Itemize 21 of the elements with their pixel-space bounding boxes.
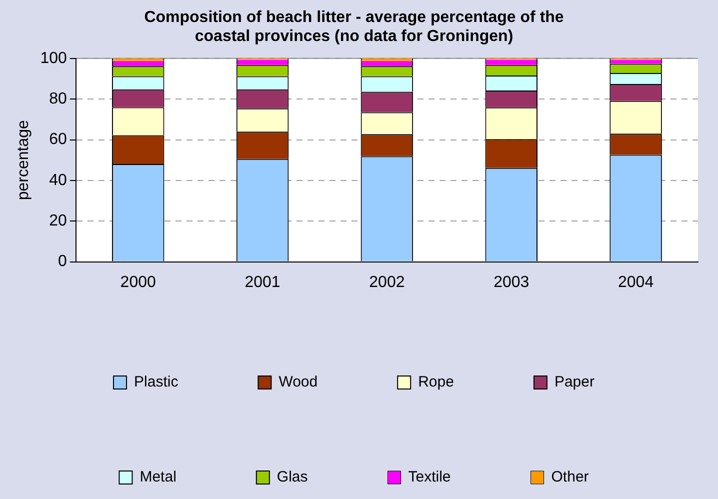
y-axis-title: percentage <box>15 120 32 200</box>
legend-label: Plastic <box>134 374 179 391</box>
y-tick-label: 80 <box>49 90 67 108</box>
x-tick-label: 2001 <box>244 274 280 291</box>
x-tick-label: 2002 <box>369 274 405 291</box>
y-tick-label: 40 <box>49 172 67 189</box>
legend-label: Paper <box>554 374 594 391</box>
x-tick-label: 2004 <box>618 274 654 291</box>
y-tick-label: 0 <box>58 253 67 270</box>
y-tick-label: 20 <box>49 212 67 230</box>
legend-label: Glas <box>276 468 308 486</box>
y-tick-label: 60 <box>49 131 67 148</box>
legend-label: Metal <box>140 468 176 486</box>
legend-label: Textile <box>408 468 451 486</box>
legend-label: Rope <box>418 374 454 391</box>
chart-title: Composition of beach litter - average percentage of the coastal provinces (no data for Groningen) <box>144 9 564 46</box>
x-tick-label: 2000 <box>120 274 156 291</box>
legend-label: Other <box>551 468 589 486</box>
legend-label: Wood <box>278 374 318 391</box>
x-tick-label: 2003 <box>494 274 530 291</box>
y-tick-label: 100 <box>40 50 67 67</box>
